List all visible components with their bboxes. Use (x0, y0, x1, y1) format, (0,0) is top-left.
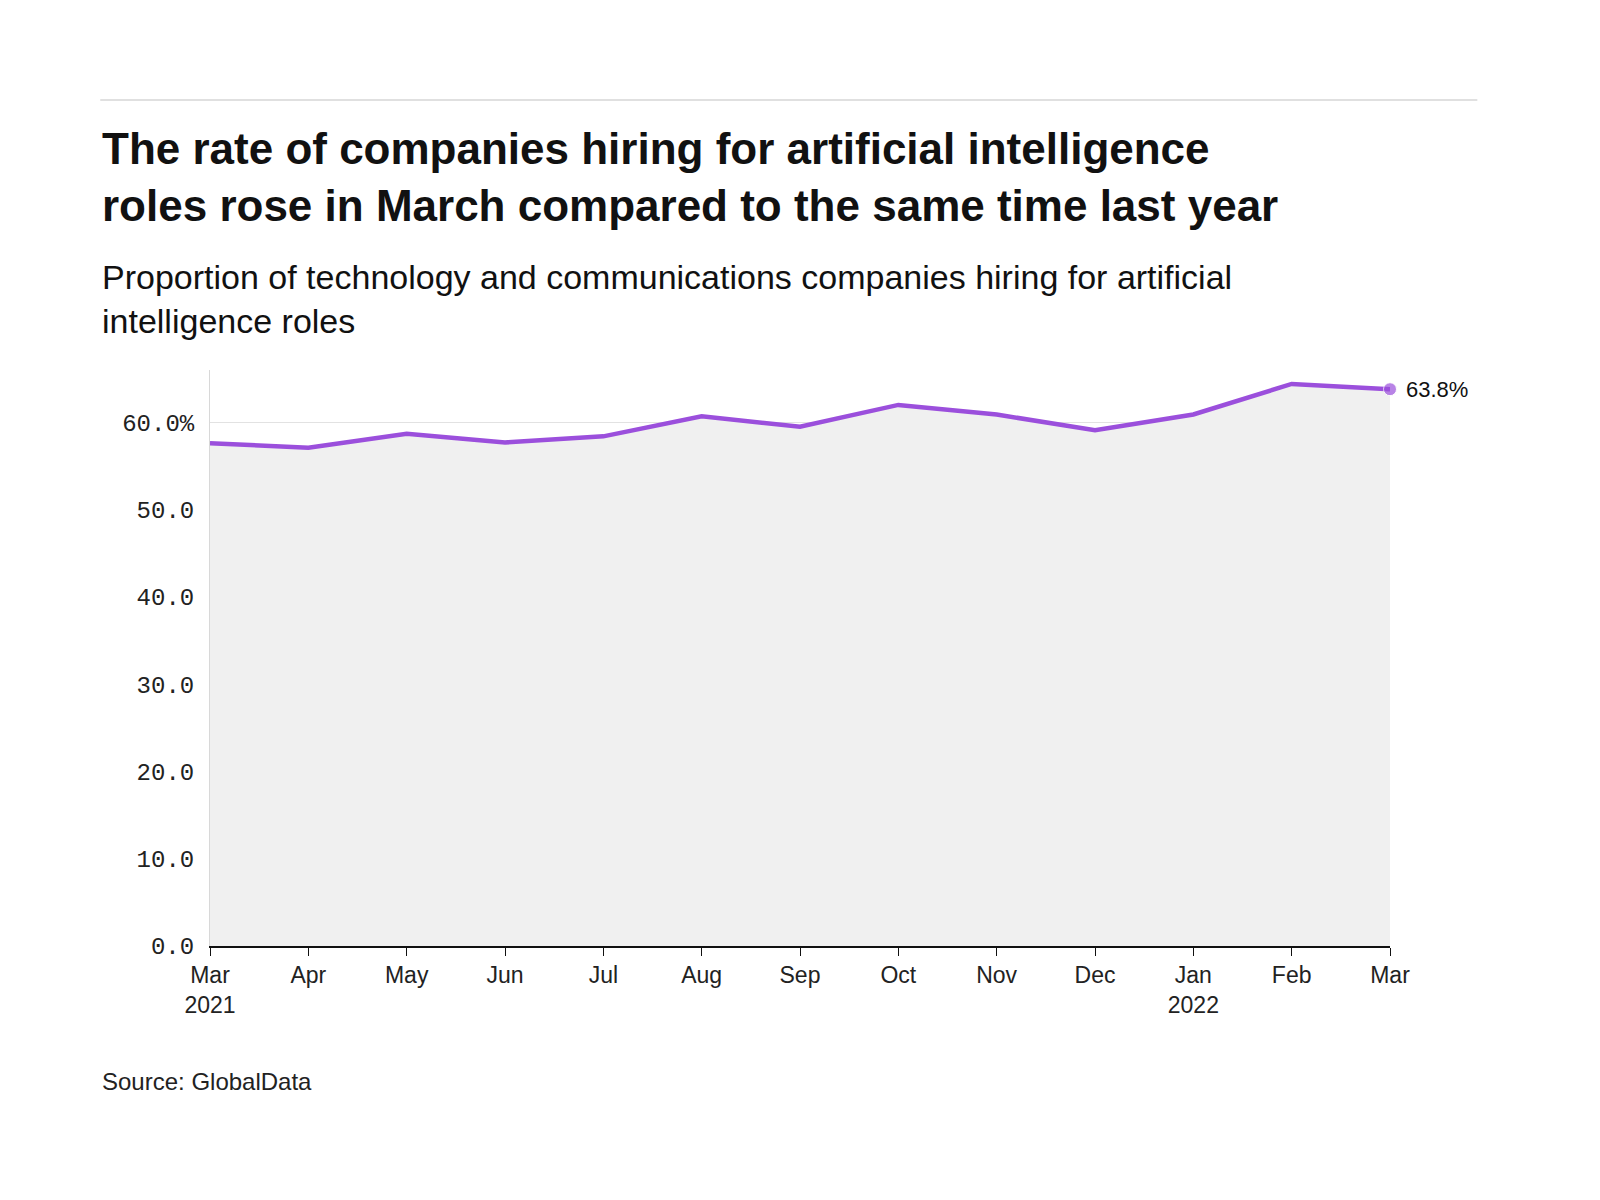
svg-text:63.8%: 63.8% (1406, 377, 1468, 402)
svg-text:30.0: 30.0 (137, 673, 195, 700)
svg-text:Dec: Dec (1075, 962, 1116, 988)
svg-text:20.0: 20.0 (137, 760, 195, 787)
svg-text:Feb: Feb (1272, 962, 1312, 988)
svg-text:60.0%: 60.0% (122, 411, 195, 438)
svg-text:Source: GlobalData: Source: GlobalData (102, 1068, 312, 1095)
svg-text:0.0: 0.0 (151, 934, 194, 961)
svg-text:Mar: Mar (1370, 962, 1410, 988)
svg-text:10.0: 10.0 (137, 847, 195, 874)
svg-text:Proportion of technology and c: Proportion of technology and communicati… (102, 258, 1232, 340)
svg-text:Jun: Jun (486, 962, 523, 988)
svg-text:Aug: Aug (681, 962, 722, 988)
svg-text:May: May (385, 962, 429, 988)
svg-text:Sep: Sep (780, 962, 821, 988)
svg-text:Mar2021: Mar2021 (184, 962, 235, 1018)
svg-text:Jan2022: Jan2022 (1168, 962, 1219, 1018)
svg-text:The rate of companies hiring f: The rate of companies hiring for artific… (102, 124, 1278, 230)
svg-text:40.0: 40.0 (137, 585, 195, 612)
svg-text:Jul: Jul (589, 962, 618, 988)
svg-text:Apr: Apr (290, 962, 326, 988)
svg-text:Oct: Oct (880, 962, 916, 988)
svg-text:Nov: Nov (976, 962, 1017, 988)
svg-text:50.0: 50.0 (137, 498, 195, 525)
